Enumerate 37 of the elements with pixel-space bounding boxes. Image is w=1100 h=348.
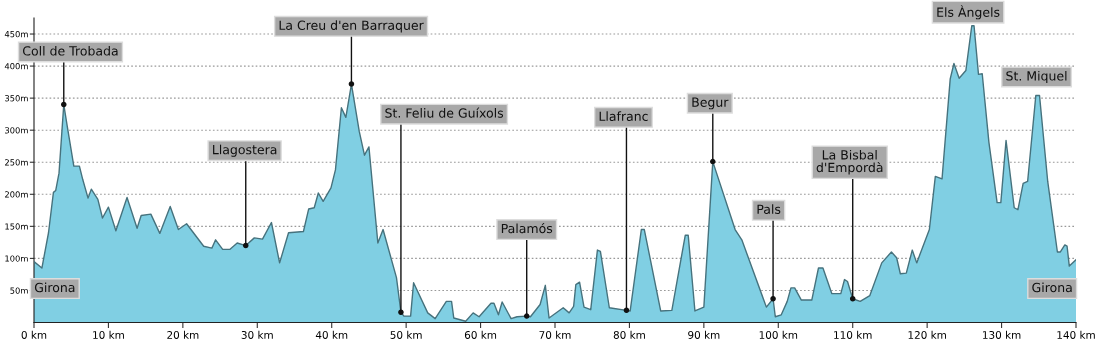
x-tick-label: 100 km <box>759 330 798 339</box>
y-tick-label: 250m <box>5 159 28 166</box>
annotation: Girona <box>1032 282 1072 293</box>
y-tick-label: 450m <box>4 31 28 38</box>
annotation: Pals <box>757 204 781 214</box>
x-tick-label: 90 km <box>688 330 720 339</box>
x-tick-label: 70 km <box>539 330 571 339</box>
x-tick-label: 60 km <box>464 330 497 339</box>
annotation: La Creu d'en Barraquer <box>279 20 424 33</box>
annotation: Begur <box>692 97 729 110</box>
annotation: Els Àngels <box>937 5 1000 20</box>
x-tick-label: 120 km <box>908 330 946 339</box>
annotation: Llagostera <box>213 144 277 157</box>
x-tick-label: 130 km <box>983 330 1021 339</box>
annotation: La Bisbal d'Empordà <box>816 149 883 175</box>
x-tick-label: 20 km <box>167 330 199 339</box>
annotation: St. Feliu de Guíxols <box>385 107 504 118</box>
y-tick-label: 50m <box>10 287 28 294</box>
x-tick-label: 30 km <box>241 330 273 339</box>
x-tick-label: 140 km <box>1057 330 1095 339</box>
x-tick-label: 110 km <box>834 330 872 339</box>
y-tick-label: 150m <box>5 223 28 230</box>
x-tick-label: 10 km <box>93 330 124 339</box>
annotation: Girona <box>34 282 75 293</box>
annotation: Coll de Trobada <box>22 45 118 56</box>
annotation: Palamós <box>501 223 553 234</box>
x-tick-label: 0 km <box>21 330 47 339</box>
x-tick-label: 40 km <box>315 330 348 339</box>
y-tick-label: 400m <box>4 63 28 70</box>
x-tick-label: 80 km <box>613 330 645 339</box>
y-tick-label: 300m <box>5 127 28 134</box>
y-tick-label: 350m <box>5 95 28 102</box>
annotation: Llafranc <box>599 111 648 121</box>
annotation: St. Miquel <box>1006 70 1067 84</box>
y-tick-label: 100m <box>5 255 28 262</box>
x-tick-label: 50 km <box>390 330 422 339</box>
y-tick-label: 200m <box>5 191 28 198</box>
